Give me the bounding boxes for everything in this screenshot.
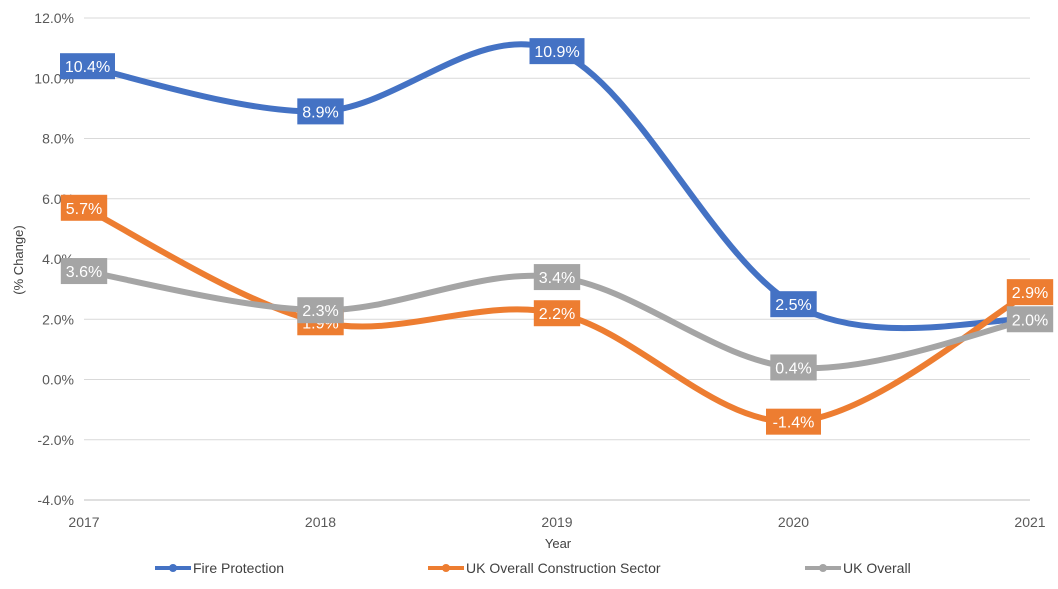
x-tick-label: 2017 [68,514,99,530]
data-label: 2.9% [1006,279,1054,306]
data-label: 3.6% [60,258,108,285]
data-label: 10.9% [529,38,585,65]
data-label-box [770,354,817,381]
y-tick-label: 12.0% [34,10,74,26]
x-tick-label: 2021 [1014,514,1045,530]
data-label-box [1006,279,1054,306]
legend-swatch-marker [442,564,450,572]
data-label-box [60,194,108,221]
data-label-box [297,98,344,125]
y-tick-label: 0.0% [42,372,74,388]
y-tick-label: 2.0% [42,311,74,327]
data-label-box [297,297,344,324]
data-label-text: 2.0% [1012,312,1048,329]
data-label-box [766,408,821,435]
axis-ticks: -4.0%-2.0%0.0%2.0%4.0%6.0%8.0%10.0%12.0%… [34,10,1045,530]
data-label-text: 2.9% [1012,285,1048,302]
legend-item: UK Overall Construction Sector [428,560,661,576]
y-axis-title: (% Change) [11,225,26,294]
legend-swatch-marker [819,564,827,572]
series-lines [81,41,1033,425]
data-label: 3.4% [533,264,581,291]
data-label-text: 8.9% [302,104,338,121]
y-tick-label: -4.0% [37,492,74,508]
legend-label: UK Overall Construction Sector [466,560,661,576]
data-label-text: 10.4% [65,59,110,76]
data-label: 8.9% [297,98,344,125]
data-label-text: 2.5% [775,297,811,314]
legend-swatch-marker [169,564,177,572]
x-tick-label: 2019 [541,514,572,530]
data-label-text: 2.2% [539,306,575,323]
legend: Fire Protection UK Overall Construction S… [155,560,911,576]
data-label-box [60,53,115,80]
data-label-text: 3.6% [66,264,102,281]
data-label: 2.2% [533,300,581,327]
data-labels: 10.4%8.9%10.9%2.5%5.7%1.9%2.2%-1.4%2.9%3… [60,38,1054,435]
data-label: 10.4% [60,53,115,80]
legend-item: UK Overall [805,560,911,576]
data-label-text: 2.3% [302,303,338,320]
gridlines [84,17,1030,501]
data-label-box [1006,306,1054,333]
data-label-box [533,264,581,291]
data-label-text: 3.4% [539,270,575,287]
data-label: 0.4% [770,354,817,381]
legend-label: UK Overall [843,560,911,576]
data-label: 2.5% [770,291,817,318]
x-tick-label: 2018 [305,514,336,530]
y-tick-label: 8.0% [42,131,74,147]
data-label: 2.3% [297,297,344,324]
data-label: 2.0% [1006,306,1054,333]
data-label: -1.4% [766,408,821,435]
data-label-text: 0.4% [775,360,811,377]
data-label-box [60,258,108,285]
data-label-text: 10.9% [534,44,579,61]
x-axis-title: Year [545,536,572,551]
data-label-text: 5.7% [66,201,102,218]
data-label-box [770,291,817,318]
legend-label: Fire Protection [193,560,284,576]
data-label: 5.7% [60,194,108,221]
data-label-box [533,300,581,327]
data-label-text: -1.4% [773,415,815,432]
x-tick-label: 2020 [778,514,809,530]
data-label-box [529,38,585,65]
y-tick-label: -2.0% [37,432,74,448]
legend-item: Fire Protection [155,560,284,576]
